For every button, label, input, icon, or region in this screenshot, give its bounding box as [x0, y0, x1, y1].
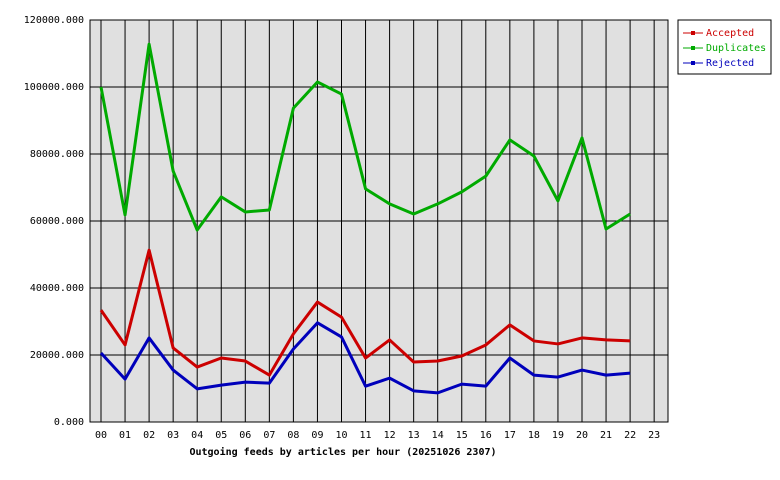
- x-tick-label: 02: [143, 430, 155, 441]
- plot-frame: [89, 19, 669, 423]
- x-tick-label: 23: [648, 430, 660, 441]
- x-tick-label: 22: [624, 430, 636, 441]
- x-tick-label: 14: [432, 430, 444, 441]
- y-tick-label: 80000.000: [30, 149, 84, 160]
- x-tick-label: 05: [215, 430, 227, 441]
- legend-marker: [691, 31, 695, 35]
- x-tick-label: 21: [600, 430, 612, 441]
- legend-label: Rejected: [706, 58, 754, 69]
- x-tick-label: 18: [528, 430, 540, 441]
- x-tick-label: 01: [119, 430, 131, 441]
- x-tick-label: 11: [360, 430, 372, 441]
- x-tick-label: 08: [287, 430, 299, 441]
- x-tick-label: 12: [384, 430, 396, 441]
- x-tick-label: 10: [335, 430, 347, 441]
- x-tick-label: 04: [191, 430, 203, 441]
- x-tick-label: 17: [504, 430, 516, 441]
- y-tick-label: 120000.000: [24, 15, 84, 26]
- x-tick-label: 00: [95, 430, 107, 441]
- legend-label: Duplicates: [706, 43, 766, 54]
- legend-marker: [691, 46, 695, 50]
- x-tick-label: 03: [167, 430, 179, 441]
- x-tick-label: 07: [263, 430, 275, 441]
- legend-marker: [691, 61, 695, 65]
- x-tick-label: 20: [576, 430, 588, 441]
- series-line: [99, 42, 631, 232]
- y-tick-label: 60000.000: [30, 216, 84, 227]
- x-tick-label: 16: [480, 430, 492, 441]
- y-tick-label: 0.000: [54, 417, 84, 428]
- y-tick-label: 40000.000: [30, 283, 84, 294]
- x-tick-label: 15: [456, 430, 468, 441]
- x-tick-label: 13: [408, 430, 420, 441]
- y-tick-label: 100000.000: [24, 82, 84, 93]
- x-tick-label: 09: [311, 430, 323, 441]
- legend-label: Accepted: [706, 28, 754, 39]
- x-tick-label: 06: [239, 430, 251, 441]
- x-axis-label: Outgoing feeds by articles per hour (202…: [189, 446, 496, 458]
- x-tick-label: 19: [552, 430, 564, 441]
- y-tick-label: 20000.000: [30, 350, 84, 361]
- series-line: [99, 321, 631, 395]
- series-line: [99, 248, 631, 377]
